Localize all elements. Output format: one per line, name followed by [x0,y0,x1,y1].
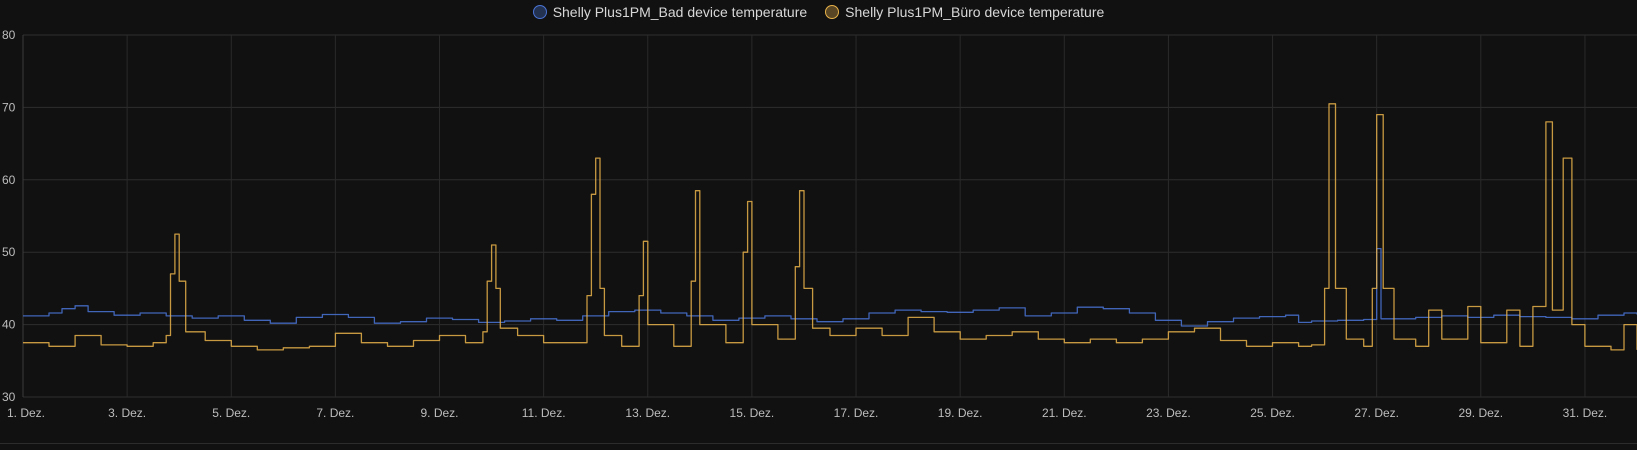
x-tick-label: 19. Dez. [938,406,983,420]
legend-swatch-bad [532,5,547,19]
x-tick-label: 23. Dez. [1146,406,1191,420]
y-tick-label: 30 [2,390,16,404]
footer-divider [0,443,1637,444]
y-tick-label: 50 [2,245,16,259]
series-line-bad [23,247,1637,327]
x-tick-label: 9. Dez. [421,406,459,420]
x-tick-label: 7. Dez. [316,406,354,420]
legend-label-buero: Shelly Plus1PM_Büro device temperature [845,4,1105,20]
series-line-buero [23,103,1637,351]
x-tick-label: 21. Dez. [1042,406,1087,420]
x-tick-label: 15. Dez. [730,406,775,420]
x-tick-label: 17. Dez. [834,406,879,420]
legend-label-bad: Shelly Plus1PM_Bad device temperature [552,4,808,20]
y-tick-label: 60 [2,173,16,187]
legend: Shelly Plus1PM_Bad device temperature Sh… [0,2,1637,22]
x-tick-label: 25. Dez. [1250,406,1295,420]
legend-swatch-buero [825,5,840,19]
x-tick-label: 5. Dez. [212,406,250,420]
x-tick-label: 29. Dez. [1458,406,1503,420]
x-tick-label: 1. Dez. [7,406,45,420]
legend-item-buero[interactable]: Shelly Plus1PM_Büro device temperature [825,2,1104,22]
x-tick-label: 11. Dez. [522,406,566,420]
x-tick-label: 3. Dez. [108,406,146,420]
y-tick-label: 70 [2,100,16,114]
y-tick-label: 80 [2,28,16,42]
legend-item-bad[interactable]: Shelly Plus1PM_Bad device temperature [532,2,808,22]
x-tick-label: 27. Dez. [1354,406,1399,420]
x-tick-label: 13. Dez. [625,406,670,420]
y-tick-label: 40 [2,318,16,332]
x-tick-label: 31. Dez. [1563,406,1608,420]
